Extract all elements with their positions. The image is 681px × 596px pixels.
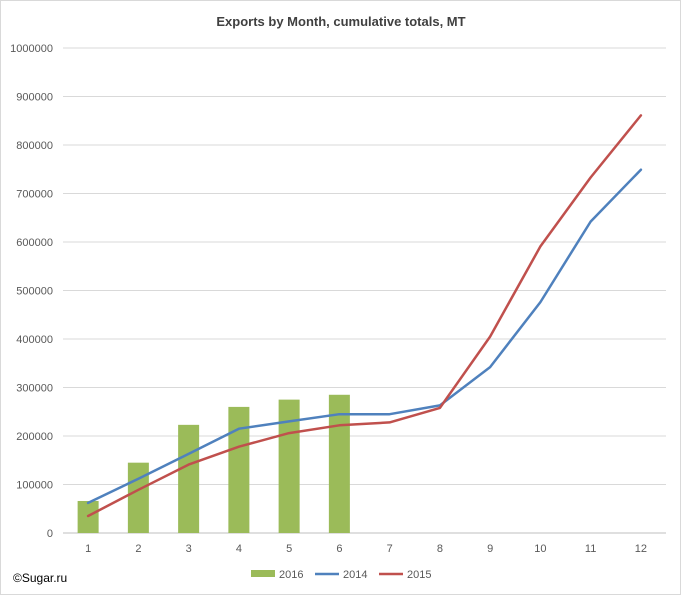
x-tick-label: 2: [135, 543, 141, 555]
legend-label-2014: 2014: [343, 569, 367, 581]
x-tick-label: 5: [286, 543, 292, 555]
line-series: [86, 114, 643, 518]
y-axis-ticks: 0 100000 200000 300000 400000 500000 600000 700…: [10, 43, 53, 540]
gridlines: [63, 47, 666, 534]
x-tick-label: 10: [534, 543, 546, 555]
y-tick-label: 900000: [16, 92, 53, 104]
credit-label: ©Sugar.ru: [13, 571, 67, 585]
legend-label-2015: 2015: [407, 569, 431, 581]
legend: 2016 2014 2015: [251, 569, 431, 581]
x-tick-label: 6: [336, 543, 342, 555]
x-tick-label: 4: [236, 543, 242, 555]
x-tick-label: 12: [635, 543, 647, 555]
chart-title: Exports by Month, cumulative totals, MT: [216, 14, 465, 29]
y-tick-label: 0: [47, 528, 53, 540]
x-tick-label: 11: [585, 543, 596, 555]
line-2014: [86, 168, 643, 505]
bar-2016: [127, 462, 149, 533]
line-2015: [86, 114, 643, 518]
y-tick-label: 200000: [16, 431, 53, 443]
y-tick-label: 700000: [16, 189, 53, 201]
y-tick-label: 1000000: [10, 43, 53, 55]
y-tick-label: 500000: [16, 286, 53, 298]
legend-swatch-2016: [251, 570, 275, 577]
y-tick-label: 100000: [16, 480, 53, 492]
bar-2016: [328, 394, 350, 533]
x-tick-label: 3: [186, 543, 192, 555]
x-axis-ticks: 1 2 3 4 5 6 7 8 9 10 11 12: [85, 543, 647, 555]
y-tick-label: 600000: [16, 237, 53, 249]
y-tick-label: 400000: [16, 334, 53, 346]
x-tick-label: 9: [487, 543, 493, 555]
x-tick-label: 8: [437, 543, 443, 555]
x-tick-label: 1: [85, 543, 91, 555]
y-tick-label: 300000: [16, 383, 53, 395]
y-tick-label: 800000: [16, 140, 53, 152]
bar-2016: [178, 424, 200, 533]
x-tick-label: 7: [387, 543, 393, 555]
legend-label-2016: 2016: [279, 569, 303, 581]
bar-series: [77, 394, 350, 533]
bar-2016: [228, 406, 250, 533]
